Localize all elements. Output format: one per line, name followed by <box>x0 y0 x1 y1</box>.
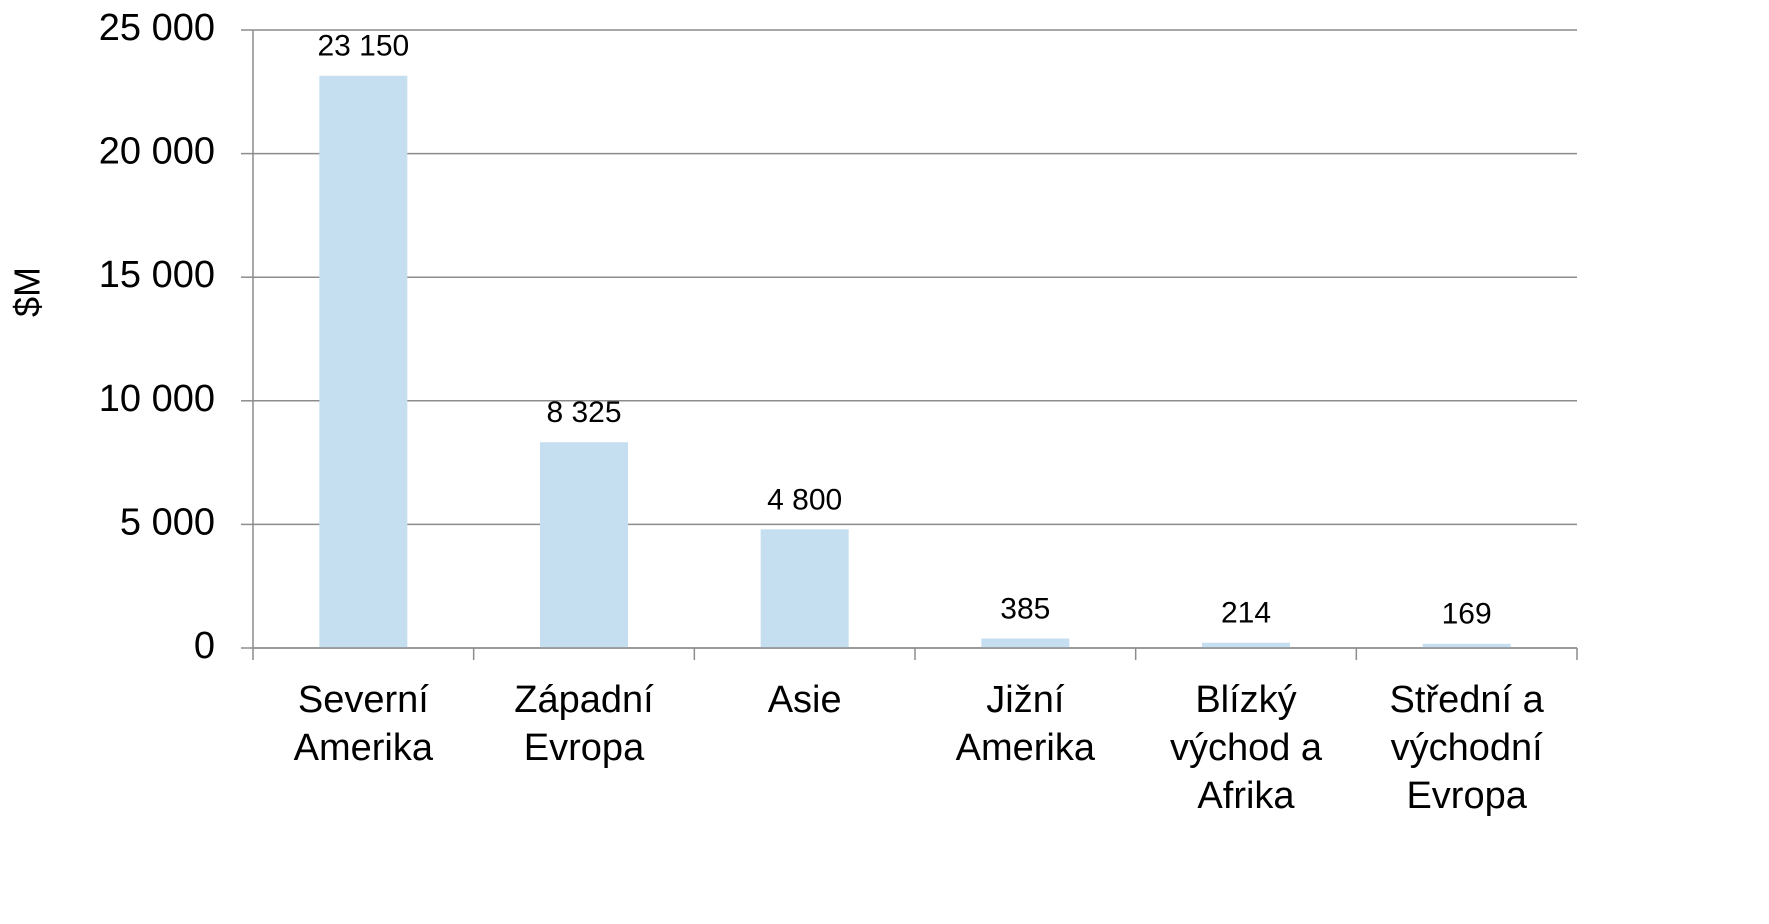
y-axis-title: $M <box>7 267 48 317</box>
y-tick-label: 0 <box>194 625 215 667</box>
data-label: 8 325 <box>546 396 621 429</box>
y-tick-label: 10 000 <box>99 378 215 420</box>
data-label: 4 800 <box>767 483 842 516</box>
bar <box>760 529 849 648</box>
bar <box>1202 642 1290 648</box>
bar <box>981 638 1070 648</box>
bar <box>540 442 628 648</box>
x-tick-label: Západní Evropa <box>514 679 654 769</box>
data-label: 214 <box>1221 597 1271 630</box>
y-tick-label: 15 000 <box>99 254 215 296</box>
x-tick-label: Blízký východ a Afrika <box>1169 679 1323 817</box>
x-tick-label: Střední a východní Evropa <box>1389 679 1544 817</box>
x-tick-label: Asie <box>767 679 842 721</box>
bar <box>319 75 408 649</box>
x-tick-label: Jižní Amerika <box>955 679 1096 769</box>
data-label: 23 150 <box>317 30 409 63</box>
bar <box>1422 643 1511 648</box>
y-tick-label: 20 000 <box>99 131 215 173</box>
x-tick-label: Severní Amerika <box>293 679 434 769</box>
y-tick-label: 25 000 <box>99 7 215 49</box>
y-tick-label: 5 000 <box>120 501 215 543</box>
data-label: 169 <box>1442 598 1492 631</box>
data-label: 385 <box>1000 592 1050 625</box>
